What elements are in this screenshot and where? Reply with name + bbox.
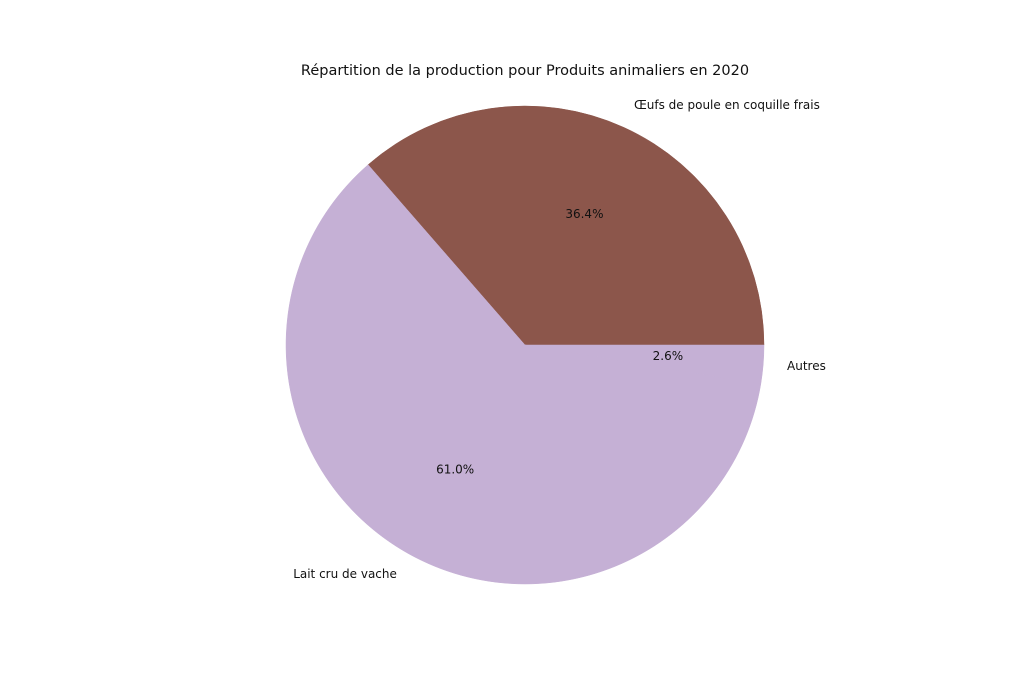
pie-labels: Œufs de poule en coquille frais 36.4% Lait… [293, 98, 826, 581]
slice-label-lait-cru-de-vache: Lait cru de vache [293, 567, 397, 581]
pie-slice-oeufs-de-poule-en-coquille-frais [367, 105, 765, 346]
pie-slice-autres [524, 344, 765, 385]
slice-percent-autres: 2.6% [653, 349, 684, 363]
pie-slices [285, 105, 765, 585]
slice-percent-oeufs-de-poule-en-coquille-frais: 36.4% [565, 207, 603, 221]
chart-title: Répartition de la production pour Produi… [301, 63, 749, 79]
pie-slice-lait-cru-de-vache [285, 164, 762, 585]
slice-label-oeufs-de-poule-en-coquille-frais: Œufs de poule en coquille frais [634, 98, 820, 112]
slice-label-autres: Autres [787, 359, 826, 373]
slice-percent-lait-cru-de-vache: 61.0% [436, 463, 474, 477]
